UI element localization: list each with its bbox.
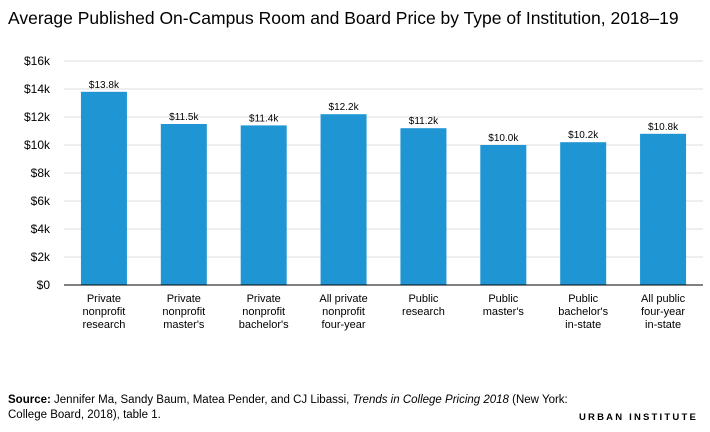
x-tick-label-line: bachelor's (558, 306, 608, 318)
y-tick-label: $4k (31, 222, 51, 236)
x-tick-label: Public research (402, 293, 445, 318)
data-label: $12.2k (329, 102, 360, 113)
source-text-2: (New York: College Board, 2018), table 1… (8, 394, 568, 421)
y-tick-label: $10k (24, 138, 51, 152)
x-tick-label-line: nonprofit (322, 306, 365, 318)
x-tick-label: Public bachelor's in-state (558, 293, 608, 331)
x-tick-label-line: All private (319, 293, 367, 305)
x-tick-label-line: Public (488, 293, 518, 305)
x-tick-label-line: research (83, 319, 126, 331)
data-label: $10.8k (648, 122, 679, 133)
bar (640, 133, 687, 285)
bar (560, 142, 607, 285)
x-tick-label-line: master's (483, 306, 525, 318)
data-label: $11.2k (409, 116, 439, 127)
x-tick-label-line: Private (247, 293, 281, 305)
source-title: Trends in College Pricing 2018 (352, 394, 509, 406)
source-text-1: Jennifer Ma, Sandy Baum, Matea Pender, a… (50, 394, 353, 406)
x-tick-label: All public four-year in-state (641, 293, 686, 331)
y-tick-label: $0 (37, 278, 51, 292)
x-tick-label-line: Public (568, 293, 598, 305)
x-tick-label-line: Public (408, 293, 438, 305)
source-lead: Source: (8, 394, 51, 406)
bar (480, 145, 527, 285)
x-tick-label-line: in-state (645, 319, 681, 331)
data-label: $11.5k (169, 112, 199, 123)
y-tick-label: $14k (24, 82, 51, 96)
x-tick-label-line: four-year (322, 319, 366, 331)
bar (160, 124, 207, 285)
bar (80, 91, 127, 285)
x-tick-label: Public master's (483, 293, 525, 318)
x-tick-label: Private nonprofit bachelor's (239, 293, 289, 331)
x-tick-label: Private nonprofit master's (162, 293, 205, 331)
bar (400, 128, 447, 285)
y-tick-label: $8k (31, 166, 51, 180)
source-note: Source: Jennifer Ma, Sandy Baum, Matea P… (8, 393, 608, 423)
x-tick-label-line: master's (163, 319, 205, 331)
y-tick-label: $2k (31, 250, 51, 264)
data-label: $10.0k (488, 133, 519, 144)
data-label: $11.4k (249, 113, 279, 124)
x-tick-label: Private nonprofit research (83, 293, 126, 331)
bars: $13.8k $11.5k $11.4k $12.2k $11.2k $10.0k $10.… (80, 80, 687, 286)
bar-chart: $0 $2k $4k $6k $8k $10k $12k $14k $16k $13.8k $11… (24, 54, 703, 331)
x-tick-label-line: four-year (641, 306, 685, 318)
y-axis: $0 $2k $4k $6k $8k $10k $12k $14k $16k (24, 54, 51, 292)
y-tick-label: $6k (31, 194, 51, 208)
bar (240, 125, 287, 286)
x-tick-label-line: research (402, 306, 445, 318)
x-tick-label-line: Private (87, 293, 121, 305)
y-tick-label: $12k (24, 110, 51, 124)
x-tick-label: All private nonprofit four-year (319, 293, 367, 331)
x-tick-label-line: nonprofit (83, 306, 126, 318)
brand-logo: URBAN INSTITUTE (578, 412, 698, 423)
y-tick-label: $16k (24, 54, 51, 68)
x-tick-label-line: in-state (565, 319, 601, 331)
data-label: $10.2k (568, 130, 599, 141)
x-tick-label-line: All public (641, 293, 686, 305)
bar (320, 114, 367, 285)
x-tick-label-line: bachelor's (239, 319, 289, 331)
x-tick-label-line: nonprofit (162, 306, 205, 318)
data-label: $13.8k (89, 80, 120, 91)
x-tick-label-line: Private (167, 293, 201, 305)
gridlines (64, 60, 703, 258)
x-tick-label-line: nonprofit (242, 306, 285, 318)
chart-title: Average Published On-Campus Room and Boa… (8, 8, 679, 28)
